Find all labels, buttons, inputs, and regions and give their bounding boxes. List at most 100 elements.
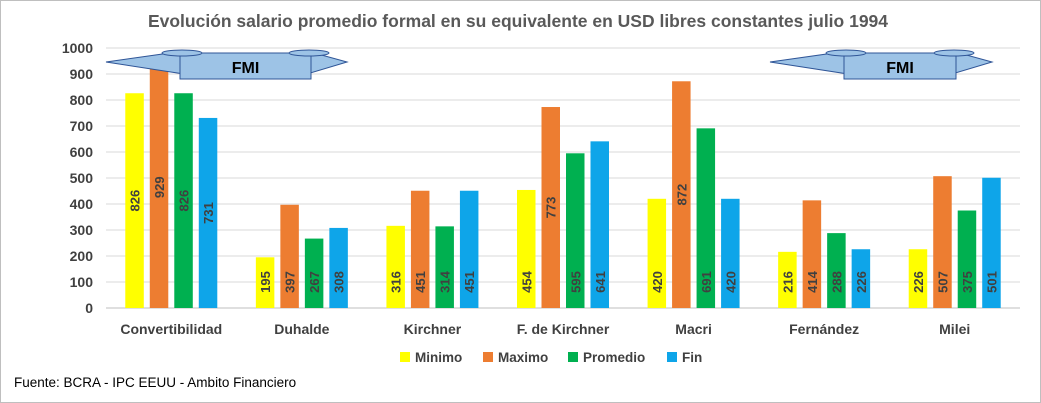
bar-promedio — [566, 153, 585, 308]
ribbon-body — [179, 52, 312, 80]
data-label: 414 — [805, 270, 820, 292]
data-label: 195 — [258, 271, 273, 293]
bar-maximo — [410, 190, 430, 308]
y-tick-label: 800 — [70, 92, 94, 108]
data-label: 507 — [935, 271, 950, 293]
data-label: 641 — [593, 271, 608, 293]
bar-maximo — [672, 81, 691, 308]
legend-label: Minimo — [415, 350, 462, 365]
data-label: 826 — [128, 190, 143, 212]
data-label: 375 — [960, 271, 975, 293]
data-label: 216 — [780, 271, 795, 293]
y-tick-label: 100 — [70, 274, 94, 290]
data-label: 397 — [283, 271, 298, 293]
data-label: 451 — [462, 271, 477, 293]
fmi-banner: FMI — [769, 49, 994, 80]
y-tick-label: 0 — [85, 300, 93, 316]
data-label: 773 — [544, 197, 559, 219]
data-label: 226 — [911, 271, 926, 293]
data-label: 267 — [307, 271, 322, 293]
ribbon-curl — [825, 49, 867, 57]
data-label: 314 — [438, 270, 453, 292]
y-tick-label: 900 — [70, 66, 94, 82]
legend-label: Maximo — [498, 350, 548, 365]
fmi-label: FMI — [232, 60, 260, 77]
bar-promedio — [696, 128, 716, 308]
bar-fin — [590, 141, 609, 308]
bar-promedio — [827, 233, 846, 308]
bar-minimo — [386, 225, 405, 308]
ribbon-body — [843, 52, 957, 80]
y-tick-label: 700 — [70, 118, 94, 134]
x-axis: Convertibilidad Duhalde Kirchner F. de Kirc… — [120, 321, 970, 337]
legend-label: Fin — [682, 350, 702, 365]
bar-fin — [459, 190, 479, 308]
bar-promedio — [304, 238, 324, 308]
data-label: 420 — [650, 271, 665, 293]
legend-swatch — [667, 352, 677, 362]
data-label: 454 — [519, 270, 534, 292]
x-tick-label: F. de Kirchner — [517, 321, 610, 337]
data-label: 691 — [699, 271, 714, 293]
bar-maximo — [280, 204, 299, 308]
legend-label: Promedio — [583, 350, 645, 365]
y-tick-label: 600 — [70, 144, 94, 160]
fmi-banner: FMI — [105, 49, 349, 80]
data-label: 731 — [201, 202, 216, 224]
y-tick-label: 400 — [70, 196, 94, 212]
x-tick-label: Kirchner — [404, 321, 462, 337]
ribbon-curl — [161, 49, 203, 57]
bar-fin — [329, 227, 348, 308]
legend-swatch — [400, 352, 410, 362]
y-tick-label: 300 — [70, 222, 94, 238]
data-label: 316 — [389, 271, 404, 293]
data-label: 595 — [568, 271, 583, 293]
x-tick-label: Milei — [939, 321, 970, 337]
data-label: 826 — [177, 190, 192, 212]
data-label: 226 — [854, 271, 869, 293]
bar-fin — [198, 117, 218, 308]
bar-promedio — [957, 210, 977, 308]
source-note: Fuente: BCRA - IPC EEUU - Ambito Financi… — [14, 375, 297, 390]
x-tick-label: Fernández — [789, 321, 859, 337]
legend-swatch — [568, 352, 578, 362]
gridlines — [106, 47, 1020, 309]
legend-swatch — [483, 352, 493, 362]
bar-maximo — [149, 66, 169, 309]
data-label: 501 — [984, 271, 999, 293]
bar-minimo — [647, 198, 667, 308]
data-label: 308 — [332, 271, 347, 293]
bar-fin — [721, 198, 740, 308]
x-tick-label: Macri — [675, 321, 712, 337]
bar-minimo — [908, 249, 928, 308]
annotations: FMI FMI — [105, 49, 994, 80]
bar-maximo — [933, 176, 952, 308]
legend: Minimo Maximo Promedio Fin — [400, 350, 702, 365]
y-axis: 0 100 200 300 400 500 600 700 800 900 1000 — [62, 40, 93, 316]
bars: 826 929 826 731 195 397 267 308 316 451 314 451 454 7… — [125, 66, 1001, 309]
bar-maximo — [541, 107, 560, 309]
x-tick-label: Convertibilidad — [120, 321, 222, 337]
bar-fin — [851, 249, 871, 308]
y-tick-label: 200 — [70, 248, 94, 264]
bar-minimo — [125, 93, 144, 309]
data-label: 929 — [152, 176, 167, 198]
data-label: 872 — [674, 184, 689, 206]
x-tick-label: Duhalde — [274, 321, 329, 337]
data-label: 288 — [829, 271, 844, 293]
y-tick-label: 1000 — [62, 40, 93, 56]
y-tick-label: 500 — [70, 170, 94, 186]
bar-minimo — [517, 189, 536, 308]
bar-maximo — [802, 200, 822, 308]
bar-promedio — [435, 226, 454, 308]
bar-minimo — [255, 257, 275, 308]
bar-promedio — [174, 93, 193, 309]
ribbon-curl — [933, 49, 975, 57]
chart-title: Evolución salario promedio formal en su … — [148, 11, 888, 31]
data-label: 420 — [723, 271, 738, 293]
bar-minimo — [778, 251, 797, 308]
data-label: 451 — [413, 271, 428, 293]
ribbon-curl — [288, 49, 330, 57]
fmi-label: FMI — [886, 60, 914, 77]
